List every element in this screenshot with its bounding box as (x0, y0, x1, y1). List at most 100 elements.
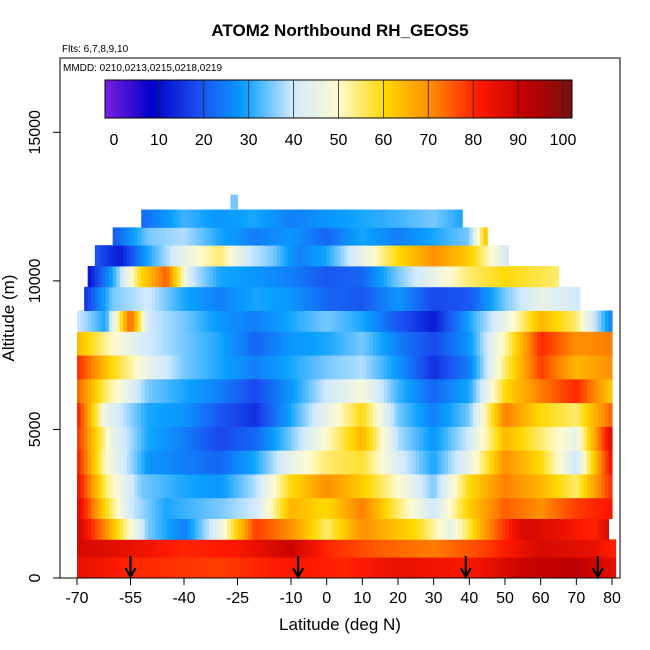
heatmap-cell (501, 474, 506, 499)
heatmap-cell (126, 286, 132, 311)
heatmap-cell (87, 331, 92, 356)
heatmap-cell (226, 310, 231, 332)
heatmap-cell (94, 426, 99, 451)
heatmap-cell (255, 518, 260, 540)
heatmap-cell (241, 539, 246, 558)
heatmap-cell (483, 450, 488, 475)
heatmap-cell (597, 557, 602, 578)
heatmap-cell (487, 310, 492, 332)
heatmap-cell (151, 518, 157, 540)
heatmap-cell (330, 266, 335, 288)
heatmap-cell (554, 426, 560, 451)
heatmap-cell (551, 286, 556, 311)
heatmap-cell (355, 286, 360, 311)
heatmap-cell (373, 497, 378, 519)
heatmap-cell (358, 450, 363, 475)
heatmap-cell (130, 378, 135, 404)
heatmap-cell (380, 286, 385, 311)
heatmap-cell (159, 266, 164, 288)
heatmap-cell (105, 378, 110, 404)
heatmap-cell (151, 245, 157, 267)
heatmap-cell (298, 497, 303, 519)
heatmap-cell (223, 497, 228, 519)
heatmap-cell (344, 209, 349, 228)
heatmap-cell (323, 310, 328, 332)
heatmap-cell (358, 286, 363, 311)
heatmap-cell (273, 474, 278, 499)
heatmap-cell (226, 474, 231, 499)
heatmap-cell (447, 450, 453, 475)
heatmap-cell (369, 426, 374, 451)
heatmap-cell (519, 557, 524, 578)
heatmap-cell (126, 227, 132, 246)
heatmap-cell (116, 266, 121, 288)
heatmap-cell (169, 245, 174, 267)
heatmap-cell (194, 331, 199, 356)
heatmap-cell (604, 474, 610, 499)
heatmap-cell (505, 518, 510, 540)
heatmap-cell (337, 474, 342, 499)
heatmap-cell (219, 245, 224, 267)
heatmap-cell (269, 266, 274, 288)
heatmap-cell (451, 402, 456, 427)
heatmap-cell (365, 450, 371, 475)
heatmap-cell (401, 426, 406, 451)
heatmap-cell (437, 286, 442, 311)
heatmap-cell (205, 474, 210, 499)
heatmap-cell (437, 227, 442, 246)
heatmap-cell (587, 450, 592, 475)
heatmap-cell (134, 355, 139, 380)
heatmap-cell (572, 378, 577, 404)
heatmap-cell (572, 474, 577, 499)
heatmap-cell (348, 426, 353, 451)
heatmap-cell (269, 518, 274, 540)
heatmap-cell (148, 402, 153, 427)
heatmap-cell (266, 378, 271, 404)
heatmap-cell (333, 474, 338, 499)
x-axis-label: Latitude (deg N) (279, 615, 401, 634)
heatmap-cell (465, 355, 470, 380)
heatmap-cell (398, 518, 403, 540)
heatmap-cell (119, 227, 124, 246)
heatmap-cell (512, 497, 517, 519)
heatmap-cell (166, 227, 171, 246)
heatmap-cell (365, 539, 371, 558)
heatmap-cell (326, 557, 331, 578)
heatmap-cell (426, 331, 431, 356)
heatmap-cell (515, 450, 520, 475)
heatmap-cell (123, 245, 128, 267)
heatmap-cell (483, 497, 488, 519)
heatmap-cell (594, 426, 599, 451)
heatmap-cell (208, 378, 214, 404)
heatmap-cell (191, 378, 196, 404)
heatmap-cell (383, 355, 388, 380)
heatmap-cell (387, 355, 392, 380)
heatmap-cell (77, 518, 82, 540)
heatmap-cell (91, 539, 96, 558)
heatmap-cell (116, 518, 121, 540)
heatmap-cell (490, 310, 495, 332)
heatmap-cell (315, 450, 321, 475)
heatmap-cell (455, 331, 460, 356)
heatmap-cell (283, 378, 289, 404)
heatmap-cell (216, 402, 221, 427)
heatmap-cell (169, 286, 174, 311)
heatmap-cell (155, 266, 160, 288)
heatmap-cell (447, 557, 453, 578)
heatmap-cell (226, 378, 231, 404)
colorbar-tick-label: 70 (419, 132, 437, 149)
heatmap-cell (390, 209, 396, 228)
heatmap-cell (244, 402, 249, 427)
heatmap-cell (355, 539, 360, 558)
heatmap-cell (173, 331, 178, 356)
heatmap-cell (365, 310, 371, 332)
heatmap-cell (226, 518, 231, 540)
heatmap-cell (101, 474, 107, 499)
heatmap-cell (233, 227, 239, 246)
heatmap-cell (437, 378, 442, 404)
heatmap-cell (590, 426, 595, 451)
heatmap-cell (87, 557, 92, 578)
heatmap-cell (291, 209, 296, 228)
heatmap-cell (291, 378, 296, 404)
heatmap-cell (266, 331, 271, 356)
